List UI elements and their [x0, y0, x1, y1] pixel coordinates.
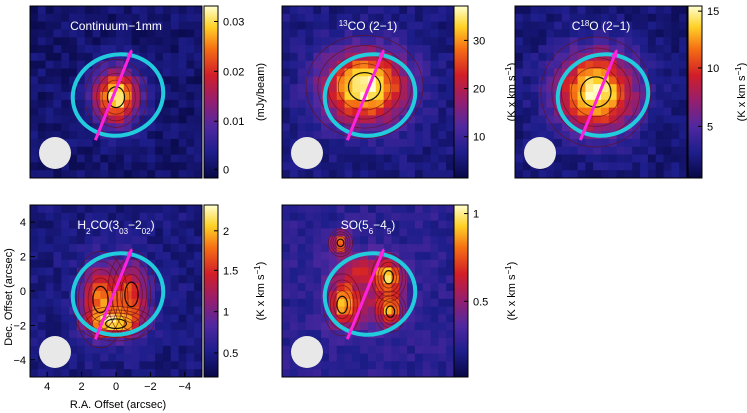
map-frame [514, 5, 688, 179]
colorbar-tick-label: 2 [223, 226, 229, 238]
y-axis-label: Dec. Offset (arcsec) [3, 248, 15, 346]
colorbar-tick-label: 1 [223, 307, 229, 319]
arrow-head-icon [126, 48, 133, 58]
intensity-map [282, 205, 454, 377]
colorbar [203, 204, 219, 378]
colorbar-tick-label: 0.5 [473, 296, 488, 308]
colorbar-tick-label: 15 [707, 6, 719, 18]
colorbar-unit-label: (K x km s−1) [734, 63, 747, 122]
arrow-head-icon [378, 247, 385, 257]
panel-h2co: H2CO(303−202) 2 1.5 1 0.5 (K x km s−1) [29, 204, 268, 378]
panel-c18o: C18O (2−1) 15 10 5 (K x km s−1) [514, 5, 747, 179]
panel-so: SO(56−45) 1 0.5 (K x km s−1) [281, 204, 519, 378]
colorbar-unit-label: (K x km s−1) [504, 262, 519, 321]
beam-ellipse [524, 137, 556, 169]
disk-ellipse [322, 251, 418, 337]
y-tick-label: −4 [13, 355, 26, 367]
outflow-arrow [93, 50, 133, 141]
arrow-head-icon [611, 48, 618, 58]
intensity-map [30, 205, 202, 377]
map-frame [29, 5, 203, 179]
panel-continuum: Continuum−1mm 0.03 0.02 0.01 0 (mJy/beam) [29, 5, 267, 179]
contours [540, 36, 652, 148]
arrow-head-icon [126, 247, 133, 257]
outflow-arrow [345, 249, 385, 340]
colorbar-tick-label: 0 [223, 164, 229, 176]
colorbar [687, 5, 703, 179]
y-tick-label: 2 [20, 252, 26, 264]
intensity-map [30, 6, 202, 178]
y-tick-label: −2 [13, 320, 26, 332]
disk-ellipse [555, 52, 651, 138]
disk-ellipse [322, 52, 418, 138]
colorbar [453, 5, 469, 179]
panel-title: 13CO (2−1) [339, 19, 398, 34]
y-tick-label: 0 [20, 286, 26, 298]
beam-ellipse [39, 336, 71, 368]
colorbar-tick-label: 0.5 [223, 348, 238, 360]
outflow-arrow [345, 50, 385, 141]
colorbar-tick-label: 0.01 [223, 116, 244, 128]
x-axis-label: R.A. Offset (arcsec) [70, 399, 166, 411]
colorbar-tick-label: 20 [473, 84, 485, 96]
colorbar [453, 204, 469, 378]
x-tick-label: 0 [113, 381, 119, 393]
colorbar-tick-label: 10 [707, 63, 719, 75]
panel-title: SO(56−45) [341, 218, 396, 236]
beam-ellipse [39, 137, 71, 169]
y-tick-label: 4 [20, 217, 26, 229]
colorbar-tick-label: 0.02 [223, 66, 244, 78]
colorbar-tick-label: 1.5 [223, 265, 238, 277]
panel-title: Continuum−1mm [70, 19, 162, 33]
disk-ellipse [70, 251, 166, 337]
colorbar-tick-label: 30 [473, 35, 485, 47]
colorbar [203, 5, 219, 179]
x-tick-label: 2 [79, 381, 85, 393]
colorbar-tick-label: 0.03 [223, 16, 244, 28]
colorbar-tick-label: 1 [473, 209, 479, 221]
x-tick-label: 4 [44, 381, 50, 393]
outflow-arrow [578, 50, 618, 141]
beam-ellipse [291, 336, 323, 368]
colorbar-tick-label: 5 [707, 121, 713, 133]
outflow-arrow [93, 249, 133, 340]
colorbar-unit-label: (K x km s−1) [253, 262, 268, 321]
arrow-head-icon [378, 48, 385, 58]
colorbar-tick-label: 10 [473, 132, 485, 144]
panel-title: C18O (2−1) [572, 19, 631, 34]
x-tick-label: −4 [179, 381, 192, 393]
disk-ellipse [70, 52, 166, 138]
colorbar-unit-label: (mJy/beam) [255, 63, 267, 121]
x-tick-label: −2 [144, 381, 157, 393]
panel-title: H2CO(303−202) [77, 218, 154, 236]
beam-ellipse [291, 137, 323, 169]
